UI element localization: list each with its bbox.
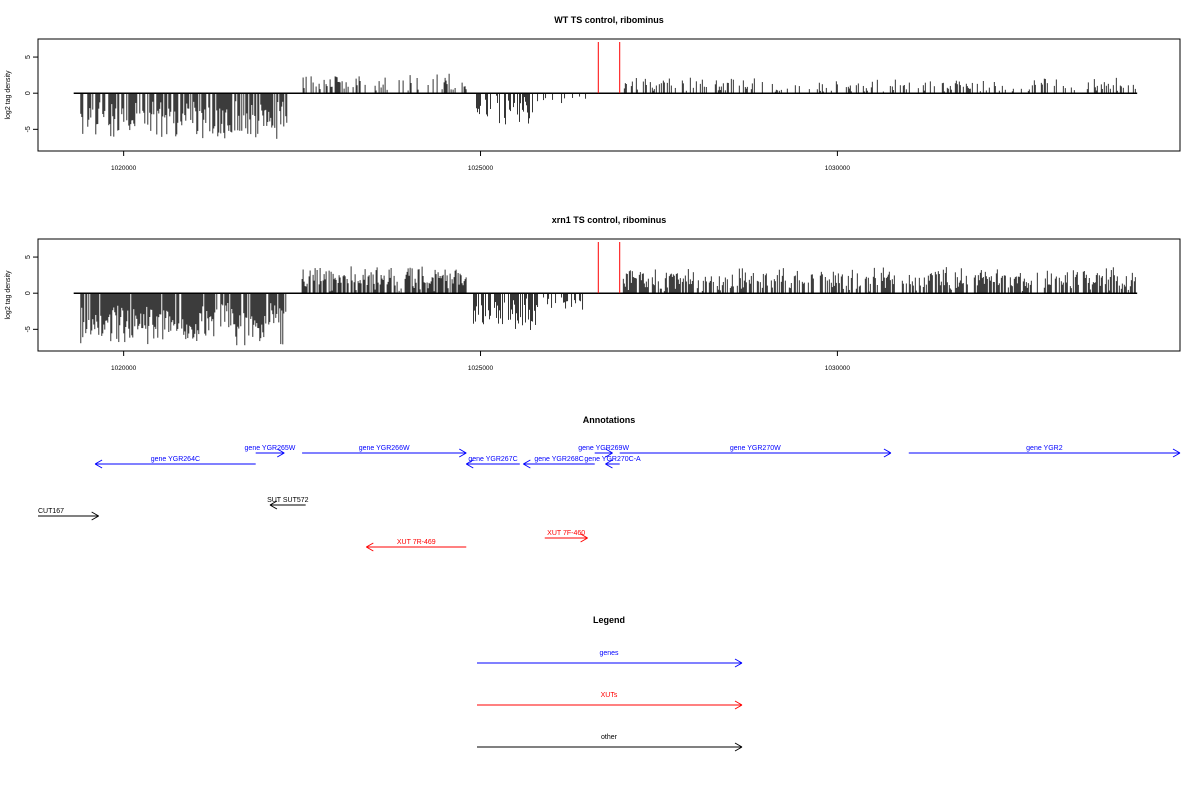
legend-arrow <box>477 742 743 752</box>
feature-arrow <box>302 448 467 458</box>
feature-arrow <box>619 448 892 458</box>
feature-label: gene YGR267C <box>468 456 517 463</box>
feature-arrow <box>255 448 285 458</box>
feature-arrow <box>38 511 99 521</box>
axes: -5 0 5 1020000 1025000 1030000 <box>25 242 1138 372</box>
y-tick-label: -5 <box>25 126 32 132</box>
y-tick-label: -5 <box>25 326 32 332</box>
track-panel-wt: WT TS control, ribominus log2 tag densit… <box>5 15 1181 172</box>
x-tick-label: 1030000 <box>825 365 851 372</box>
y-axis-label: log2 tag density <box>5 270 12 320</box>
coverage-bars <box>80 73 1136 139</box>
feature-label: gene YGR269W <box>578 445 629 452</box>
axes: -5 0 5 1020000 1025000 1030000 <box>25 42 1138 172</box>
feature-label: gene YGR264C <box>151 456 200 463</box>
legend-title: Legend <box>593 615 625 625</box>
feature-arrow <box>366 542 467 552</box>
x-tick-label: 1020000 <box>111 365 137 372</box>
feature-label: gene YGR265W <box>245 445 296 452</box>
legend-label: XUTs <box>601 692 618 699</box>
feature-label: gene YGR266W <box>359 445 410 452</box>
x-tick-label: 1025000 <box>468 165 494 172</box>
plot-frame <box>37 238 1181 352</box>
feature-label: gene YGR268C <box>534 456 583 463</box>
y-axis-label: log2 tag density <box>5 70 12 120</box>
y-tick-label: 5 <box>25 55 32 59</box>
feature-label: SUT SUT572 <box>267 497 309 504</box>
y-tick-label: 5 <box>25 255 32 259</box>
feature-label: XUT 7F-460 <box>547 530 585 537</box>
plot-frame <box>37 38 1181 152</box>
legend-label: genes <box>599 650 619 657</box>
legend-items: genes XUTs other <box>477 650 743 752</box>
feature-arrow <box>523 459 595 469</box>
x-tick-label: 1030000 <box>825 165 851 172</box>
feature-label: CUT167 <box>38 508 64 515</box>
legend-arrow <box>477 658 743 668</box>
panel-title: xrn1 TS control, ribominus <box>552 215 667 225</box>
x-tick-label: 1025000 <box>468 365 494 372</box>
panel-title: WT TS control, ribominus <box>554 15 664 25</box>
feature-arrow <box>94 459 256 469</box>
feature-arrow <box>594 448 613 458</box>
x-tick-label: 1020000 <box>111 165 137 172</box>
feature-arrow <box>544 533 588 543</box>
feature-arrow <box>605 459 620 469</box>
feature-label: gene YGR270W <box>730 445 781 452</box>
feature-arrow <box>466 459 520 469</box>
feature-arrow <box>269 500 306 510</box>
coverage-bars <box>80 266 1136 346</box>
feature-arrow <box>908 448 1181 458</box>
feature-label: gene YGR2 <box>1026 445 1063 452</box>
legend: Legend genes XUTs other <box>477 615 743 752</box>
legend-arrow <box>477 700 743 710</box>
track-panel-xrn1: xrn1 TS control, ribominus log2 tag dens… <box>5 215 1181 372</box>
y-tick-label: 0 <box>25 291 32 295</box>
feature-arrows: gene YGR264C gene YGR265W gene YGR266W gene… <box>38 445 1181 552</box>
feature-label: gene YGR270C-A <box>584 456 641 463</box>
legend-label: other <box>601 734 618 741</box>
annotations-title: Annotations <box>583 415 636 425</box>
feature-label: XUT 7R-469 <box>397 539 436 546</box>
y-tick-label: 0 <box>25 91 32 95</box>
